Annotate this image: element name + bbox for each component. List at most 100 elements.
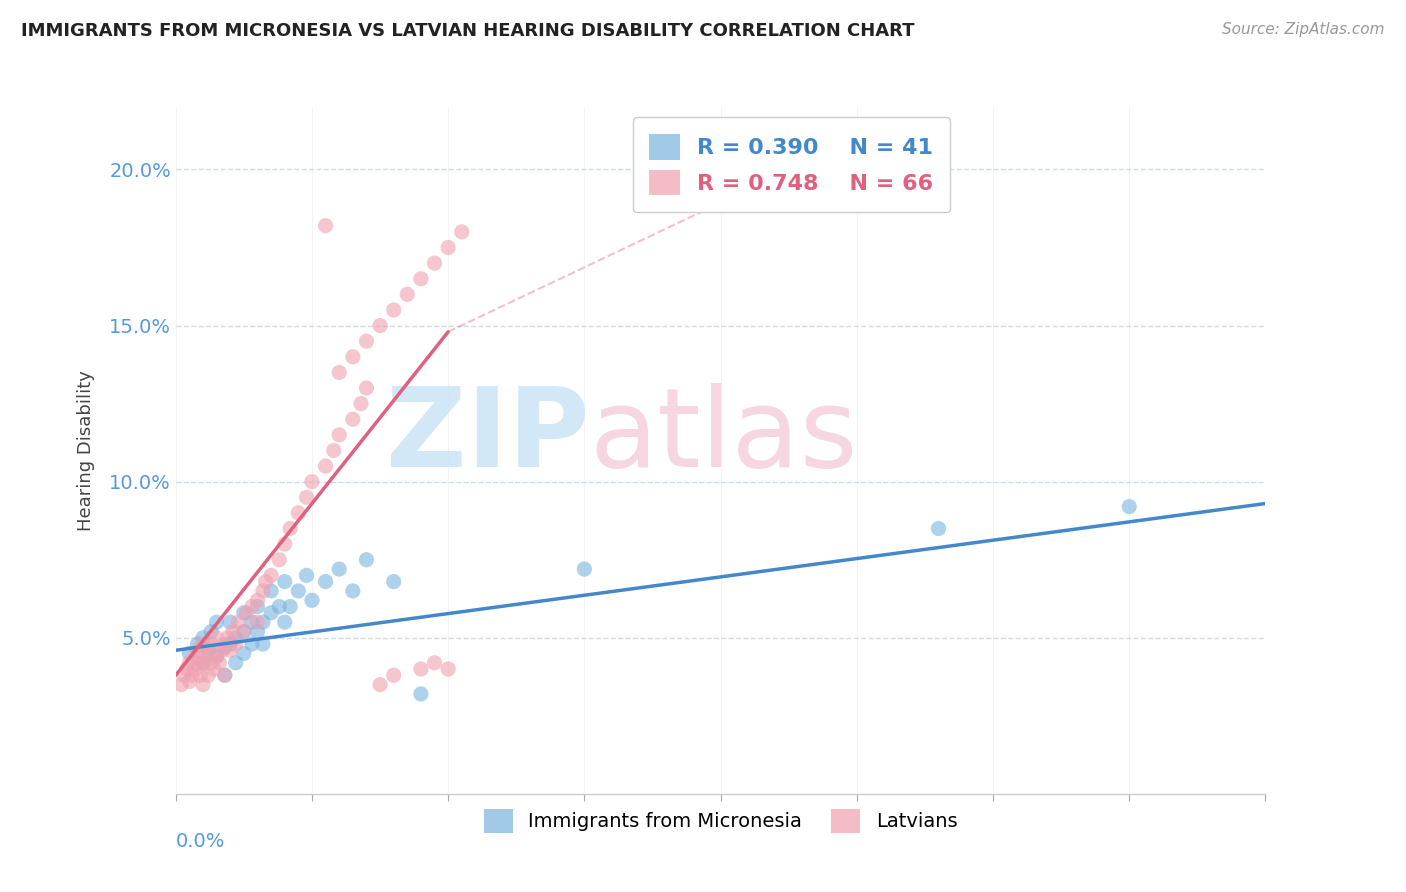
Text: atlas: atlas xyxy=(591,384,858,491)
Point xyxy=(278,521,301,535)
Text: 0.0%: 0.0% xyxy=(176,831,225,851)
Point xyxy=(254,574,277,589)
Point xyxy=(356,552,378,567)
Point xyxy=(191,631,214,645)
Point xyxy=(225,637,247,651)
Point xyxy=(246,615,269,630)
Point xyxy=(342,583,364,598)
Point xyxy=(437,240,460,255)
Point xyxy=(260,583,283,598)
Point xyxy=(240,615,263,630)
Point xyxy=(450,225,472,239)
Point xyxy=(176,662,198,676)
Point xyxy=(274,537,297,551)
Point xyxy=(173,668,195,682)
Text: IMMIGRANTS FROM MICRONESIA VS LATVIAN HEARING DISABILITY CORRELATION CHART: IMMIGRANTS FROM MICRONESIA VS LATVIAN HE… xyxy=(21,22,914,40)
Point xyxy=(252,583,274,598)
Point xyxy=(274,615,297,630)
Point xyxy=(328,562,350,576)
Point xyxy=(368,678,391,692)
Point xyxy=(574,562,596,576)
Point xyxy=(240,637,263,651)
Point xyxy=(342,412,364,426)
Point xyxy=(232,624,254,639)
Point xyxy=(181,668,204,682)
Point xyxy=(214,668,236,682)
Point xyxy=(328,427,350,442)
Point xyxy=(194,649,217,664)
Point xyxy=(295,490,318,504)
Point xyxy=(184,649,207,664)
Point xyxy=(246,624,269,639)
Point xyxy=(274,574,297,589)
Point xyxy=(322,443,344,458)
Point xyxy=(211,643,233,657)
Point xyxy=(315,219,337,233)
Point xyxy=(409,271,432,285)
Point xyxy=(278,599,301,614)
Point xyxy=(179,674,201,689)
Point xyxy=(197,668,219,682)
Y-axis label: Hearing Disability: Hearing Disability xyxy=(77,370,96,531)
Point xyxy=(197,643,219,657)
Point xyxy=(356,381,378,395)
Point xyxy=(205,649,228,664)
Point xyxy=(301,475,323,489)
Point xyxy=(235,606,257,620)
Text: Source: ZipAtlas.com: Source: ZipAtlas.com xyxy=(1222,22,1385,37)
Point xyxy=(315,574,337,589)
Point xyxy=(1118,500,1140,514)
Point xyxy=(214,637,236,651)
Point xyxy=(205,631,228,645)
Point xyxy=(409,662,432,676)
Point xyxy=(350,396,373,410)
Point xyxy=(197,643,219,657)
Point xyxy=(328,366,350,380)
Point xyxy=(240,599,263,614)
Point xyxy=(287,583,309,598)
Point xyxy=(260,568,283,582)
Point xyxy=(205,615,228,630)
Point xyxy=(396,287,419,301)
Point xyxy=(191,656,214,670)
Point xyxy=(184,662,207,676)
Point xyxy=(382,574,405,589)
Point xyxy=(295,568,318,582)
Point xyxy=(423,256,446,270)
Point xyxy=(202,662,225,676)
Point xyxy=(287,506,309,520)
Point xyxy=(208,656,231,670)
Point xyxy=(219,637,242,651)
Point xyxy=(200,656,222,670)
Point xyxy=(252,637,274,651)
Point xyxy=(217,631,239,645)
Point xyxy=(301,593,323,607)
Point xyxy=(423,656,446,670)
Point xyxy=(219,615,242,630)
Point xyxy=(382,668,405,682)
Point xyxy=(170,678,193,692)
Point xyxy=(269,552,291,567)
Point xyxy=(191,637,214,651)
Point xyxy=(409,687,432,701)
Point xyxy=(315,458,337,473)
Point xyxy=(228,615,250,630)
Point xyxy=(219,643,242,657)
Point xyxy=(437,662,460,676)
Point xyxy=(382,302,405,317)
Point xyxy=(222,624,245,639)
Point xyxy=(186,637,209,651)
Point xyxy=(186,643,209,657)
Point xyxy=(191,678,214,692)
Point xyxy=(342,350,364,364)
Point xyxy=(232,606,254,620)
Text: ZIP: ZIP xyxy=(387,384,591,491)
Point xyxy=(186,656,209,670)
Point xyxy=(179,646,201,660)
Point xyxy=(246,593,269,607)
Point xyxy=(214,640,236,655)
Legend: Immigrants from Micronesia, Latvians: Immigrants from Micronesia, Latvians xyxy=(474,799,967,843)
Point xyxy=(232,646,254,660)
Point xyxy=(200,624,222,639)
Point xyxy=(246,599,269,614)
